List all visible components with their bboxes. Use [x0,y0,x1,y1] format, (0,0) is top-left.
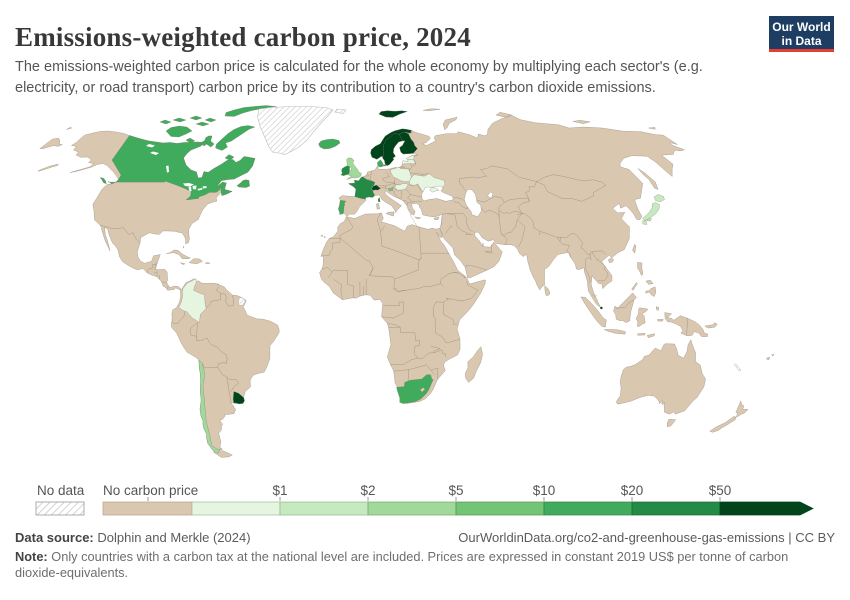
svg-text:$10: $10 [533,483,556,498]
svg-text:$2: $2 [360,483,375,498]
svg-text:No carbon price: No carbon price [103,483,198,498]
svg-text:$5: $5 [448,483,463,498]
svg-text:$1: $1 [272,483,287,498]
svg-text:$50: $50 [709,483,732,498]
svg-text:No data: No data [37,483,85,498]
svg-text:$20: $20 [621,483,644,498]
